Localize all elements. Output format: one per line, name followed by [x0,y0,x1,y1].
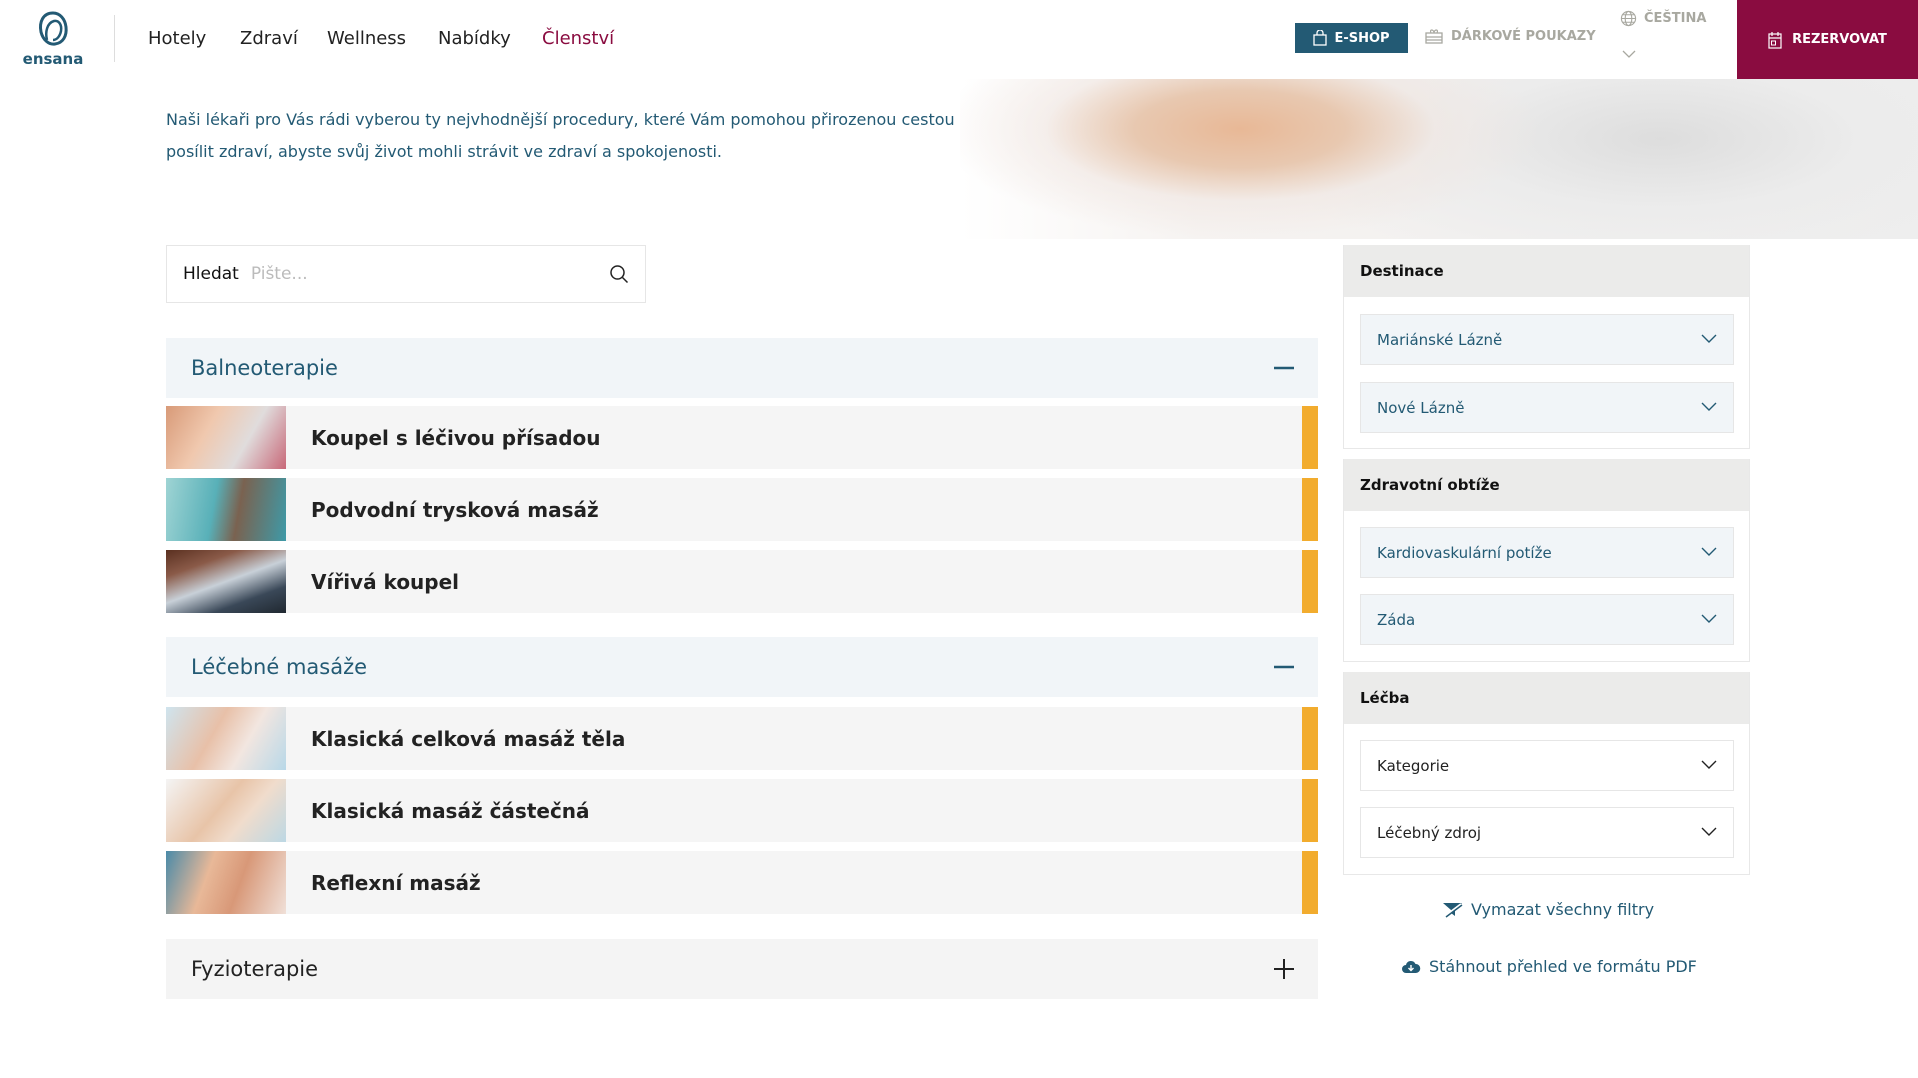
chevron-down-icon [1701,547,1717,556]
clear-filters-label: Vymazat všechny filtry [1471,900,1655,919]
nav-hotely[interactable]: Hotely [148,28,207,49]
marker-bar [1302,707,1318,770]
select-mariánské-lázně[interactable]: Mariánské Lázně [1360,314,1734,365]
list-item[interactable]: Podvodní trysková masáž [166,478,1318,541]
item-title: Reflexní masáž [311,870,481,895]
search-icon[interactable] [609,264,629,284]
filter-destinace: Destinace Mariánské Lázně Nové Lázně [1343,245,1750,449]
language-label: ČEŠTINA [1644,11,1707,26]
list-item[interactable]: Koupel s léčivou přísadou [166,406,1318,469]
logo-text: ensana [22,50,84,68]
chevron-down-icon[interactable] [1622,50,1636,58]
eshop-button[interactable]: E-SHOP [1295,23,1408,53]
item-title: Vířivá koupel [311,569,460,594]
gift-label: DÁRKOVÉ POUKAZY [1451,28,1596,44]
nav-nabidky[interactable]: Nabídky [438,28,511,49]
select-value: Kategorie [1377,756,1450,775]
thumbnail-image [166,550,286,613]
select-kardiovaskularni[interactable]: Kardiovaskulární potíže [1360,527,1734,578]
calendar-icon [1768,31,1782,49]
filter-zdravotni-obtize: Zdravotní obtíže Kardiovaskulární potíže… [1343,459,1750,662]
filter-title: Léčba [1344,672,1749,724]
language-selector[interactable]: ČEŠTINA [1620,10,1706,27]
list-item[interactable]: Klasická masáž částečná [166,779,1318,842]
select-lecebny-zdroj[interactable]: Léčebný zdroj [1360,807,1734,858]
item-title: Klasická celková masáž těla [311,726,626,751]
item-title: Koupel s léčivou přísadou [311,425,601,450]
filter-title: Zdravotní obtíže [1344,459,1749,511]
marker-bar [1302,779,1318,842]
select-value: Léčebný zdroj [1377,823,1482,842]
marker-bar [1302,550,1318,613]
ensana-logo[interactable]: ensana [22,10,84,70]
nav-clenstvi[interactable]: Členství [542,28,615,49]
select-zada[interactable]: Záda [1360,594,1734,645]
download-pdf-label: Stáhnout přehled ve formátu PDF [1429,957,1697,976]
list-item[interactable]: Klasická celková masáž těla [166,707,1318,770]
shopping-bag-icon [1313,30,1328,46]
plus-icon[interactable] [1274,959,1294,979]
category-lecebne-masaze[interactable]: Léčebné masáže [166,637,1318,697]
filter-title: Destinace [1344,245,1749,297]
cloud-download-icon [1402,960,1421,973]
reserve-button[interactable]: REZERVOVAT [1737,0,1918,79]
select-value: Nové Lázně [1377,398,1465,417]
chevron-down-icon [1701,334,1717,343]
thumbnail-image [166,707,286,770]
minus-icon[interactable] [1274,358,1294,378]
select-nove-lazne[interactable]: Nové Lázně [1360,382,1734,433]
gift-vouchers-link[interactable]: DÁRKOVÉ POUKAZY [1425,28,1596,44]
category-title: Léčebné masáže [191,655,368,679]
select-value: Kardiovaskulární potíže [1377,543,1552,562]
marker-bar [1302,851,1318,914]
reserve-label: REZERVOVAT [1792,32,1887,47]
site-header: ensana Hotely Zdraví Wellness Nabídky Čl… [0,0,1918,79]
thumbnail-image [166,478,286,541]
category-title: Balneoterapie [191,356,338,380]
marker-bar [1302,406,1318,469]
minus-icon[interactable] [1274,657,1294,677]
select-value: Záda [1377,610,1416,629]
select-kategorie[interactable]: Kategorie [1360,740,1734,791]
clear-filter-icon [1443,902,1463,918]
marker-bar [1302,478,1318,541]
gift-icon [1425,29,1443,44]
download-pdf-link[interactable]: Stáhnout přehled ve formátu PDF [1401,957,1697,976]
chevron-down-icon [1701,614,1717,623]
category-title: Fyzioterapie [191,957,319,981]
nav-wellness[interactable]: Wellness [327,28,407,49]
chevron-down-icon [1701,402,1717,411]
chevron-down-icon [1701,827,1717,836]
chevron-down-icon [1701,760,1717,769]
logo-icon [39,11,68,46]
select-value: Mariánské Lázně [1377,330,1503,349]
hero-image [960,79,1918,239]
header-divider [114,15,115,62]
eshop-label: E-SHOP [1334,30,1390,46]
list-item[interactable]: Reflexní masáž [166,851,1318,914]
category-fyzioterapie[interactable]: Fyzioterapie [166,939,1318,999]
search-input[interactable] [250,264,609,284]
search-label: Hledat [183,264,239,284]
thumbnail-image [166,406,286,469]
category-balneoterapie[interactable]: Balneoterapie [166,338,1318,398]
filter-lecba: Léčba Kategorie Léčebný zdroj [1343,672,1750,875]
item-title: Podvodní trysková masáž [311,497,599,522]
thumbnail-image [166,779,286,842]
item-title: Klasická masáž částečná [311,798,590,823]
search-box: Hledat [166,245,646,303]
globe-icon [1620,10,1637,27]
list-item[interactable]: Vířivá koupel [166,550,1318,613]
intro-text: Naši lékaři pro Vás rádi vyberou ty nejv… [166,110,955,161]
thumbnail-image [166,851,286,914]
nav-zdravi[interactable]: Zdraví [240,28,298,49]
clear-filters-link[interactable]: Vymazat všechny filtry [1443,900,1654,919]
